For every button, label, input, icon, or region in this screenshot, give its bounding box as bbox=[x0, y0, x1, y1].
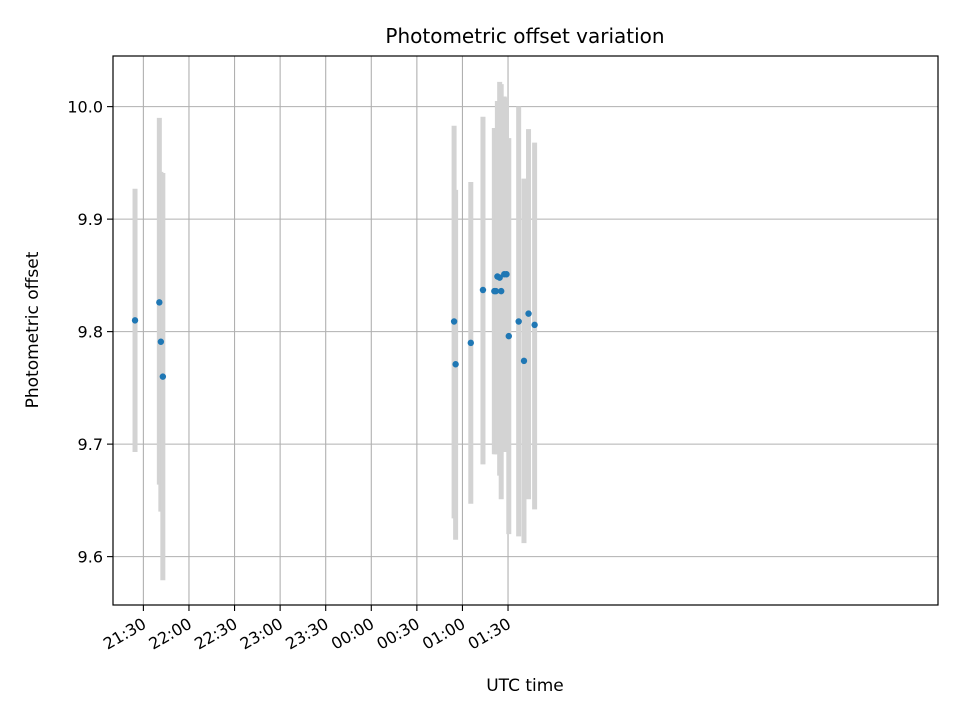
x-tick-label: 01:30 bbox=[465, 614, 514, 654]
y-tick-label: 9.6 bbox=[78, 548, 103, 567]
y-axis-label: Photometric offset bbox=[23, 251, 43, 408]
y-tick-label: 9.8 bbox=[78, 323, 103, 342]
data-point bbox=[467, 339, 475, 347]
data-point bbox=[492, 287, 500, 295]
data-point bbox=[156, 299, 163, 306]
data-points bbox=[131, 271, 538, 380]
plot-frame bbox=[112, 55, 939, 606]
x-tick-label: 22:30 bbox=[191, 614, 240, 654]
data-point bbox=[450, 318, 458, 325]
data-point bbox=[531, 321, 538, 329]
data-point bbox=[520, 357, 528, 365]
error-bars bbox=[132, 81, 538, 581]
x-axis-ticks: 21:3022:0022:3023:0023:3000:0000:3001:00… bbox=[100, 605, 514, 654]
y-axis-ticks: 9.6 9.7 9.8 9.9 10.0 bbox=[67, 98, 113, 567]
x-tick-label: 23:00 bbox=[237, 614, 286, 654]
data-point bbox=[157, 338, 165, 345]
x-tick-label: 23:30 bbox=[282, 614, 331, 654]
data-point bbox=[452, 361, 459, 368]
y-tick-label: 9.7 bbox=[78, 435, 103, 454]
x-tick-label: 00:30 bbox=[373, 614, 422, 654]
data-point bbox=[159, 373, 167, 380]
x-tick-label: 00:00 bbox=[328, 614, 377, 654]
data-point bbox=[503, 271, 510, 278]
data-point bbox=[497, 287, 505, 295]
y-tick-label: 9.9 bbox=[78, 210, 103, 229]
data-point bbox=[479, 286, 487, 294]
data-point bbox=[505, 332, 512, 340]
data-point bbox=[131, 317, 139, 324]
x-tick-label: 21:30 bbox=[100, 614, 149, 654]
chart-title: Photometric offset variation bbox=[385, 24, 664, 48]
y-tick-label: 10.0 bbox=[67, 98, 103, 117]
x-tick-label: 01:00 bbox=[419, 614, 468, 654]
x-tick-label: 22:00 bbox=[146, 614, 195, 654]
data-point bbox=[496, 274, 503, 281]
data-point bbox=[515, 318, 522, 325]
data-point bbox=[525, 310, 532, 317]
x-axis-label: UTC time bbox=[486, 676, 564, 696]
